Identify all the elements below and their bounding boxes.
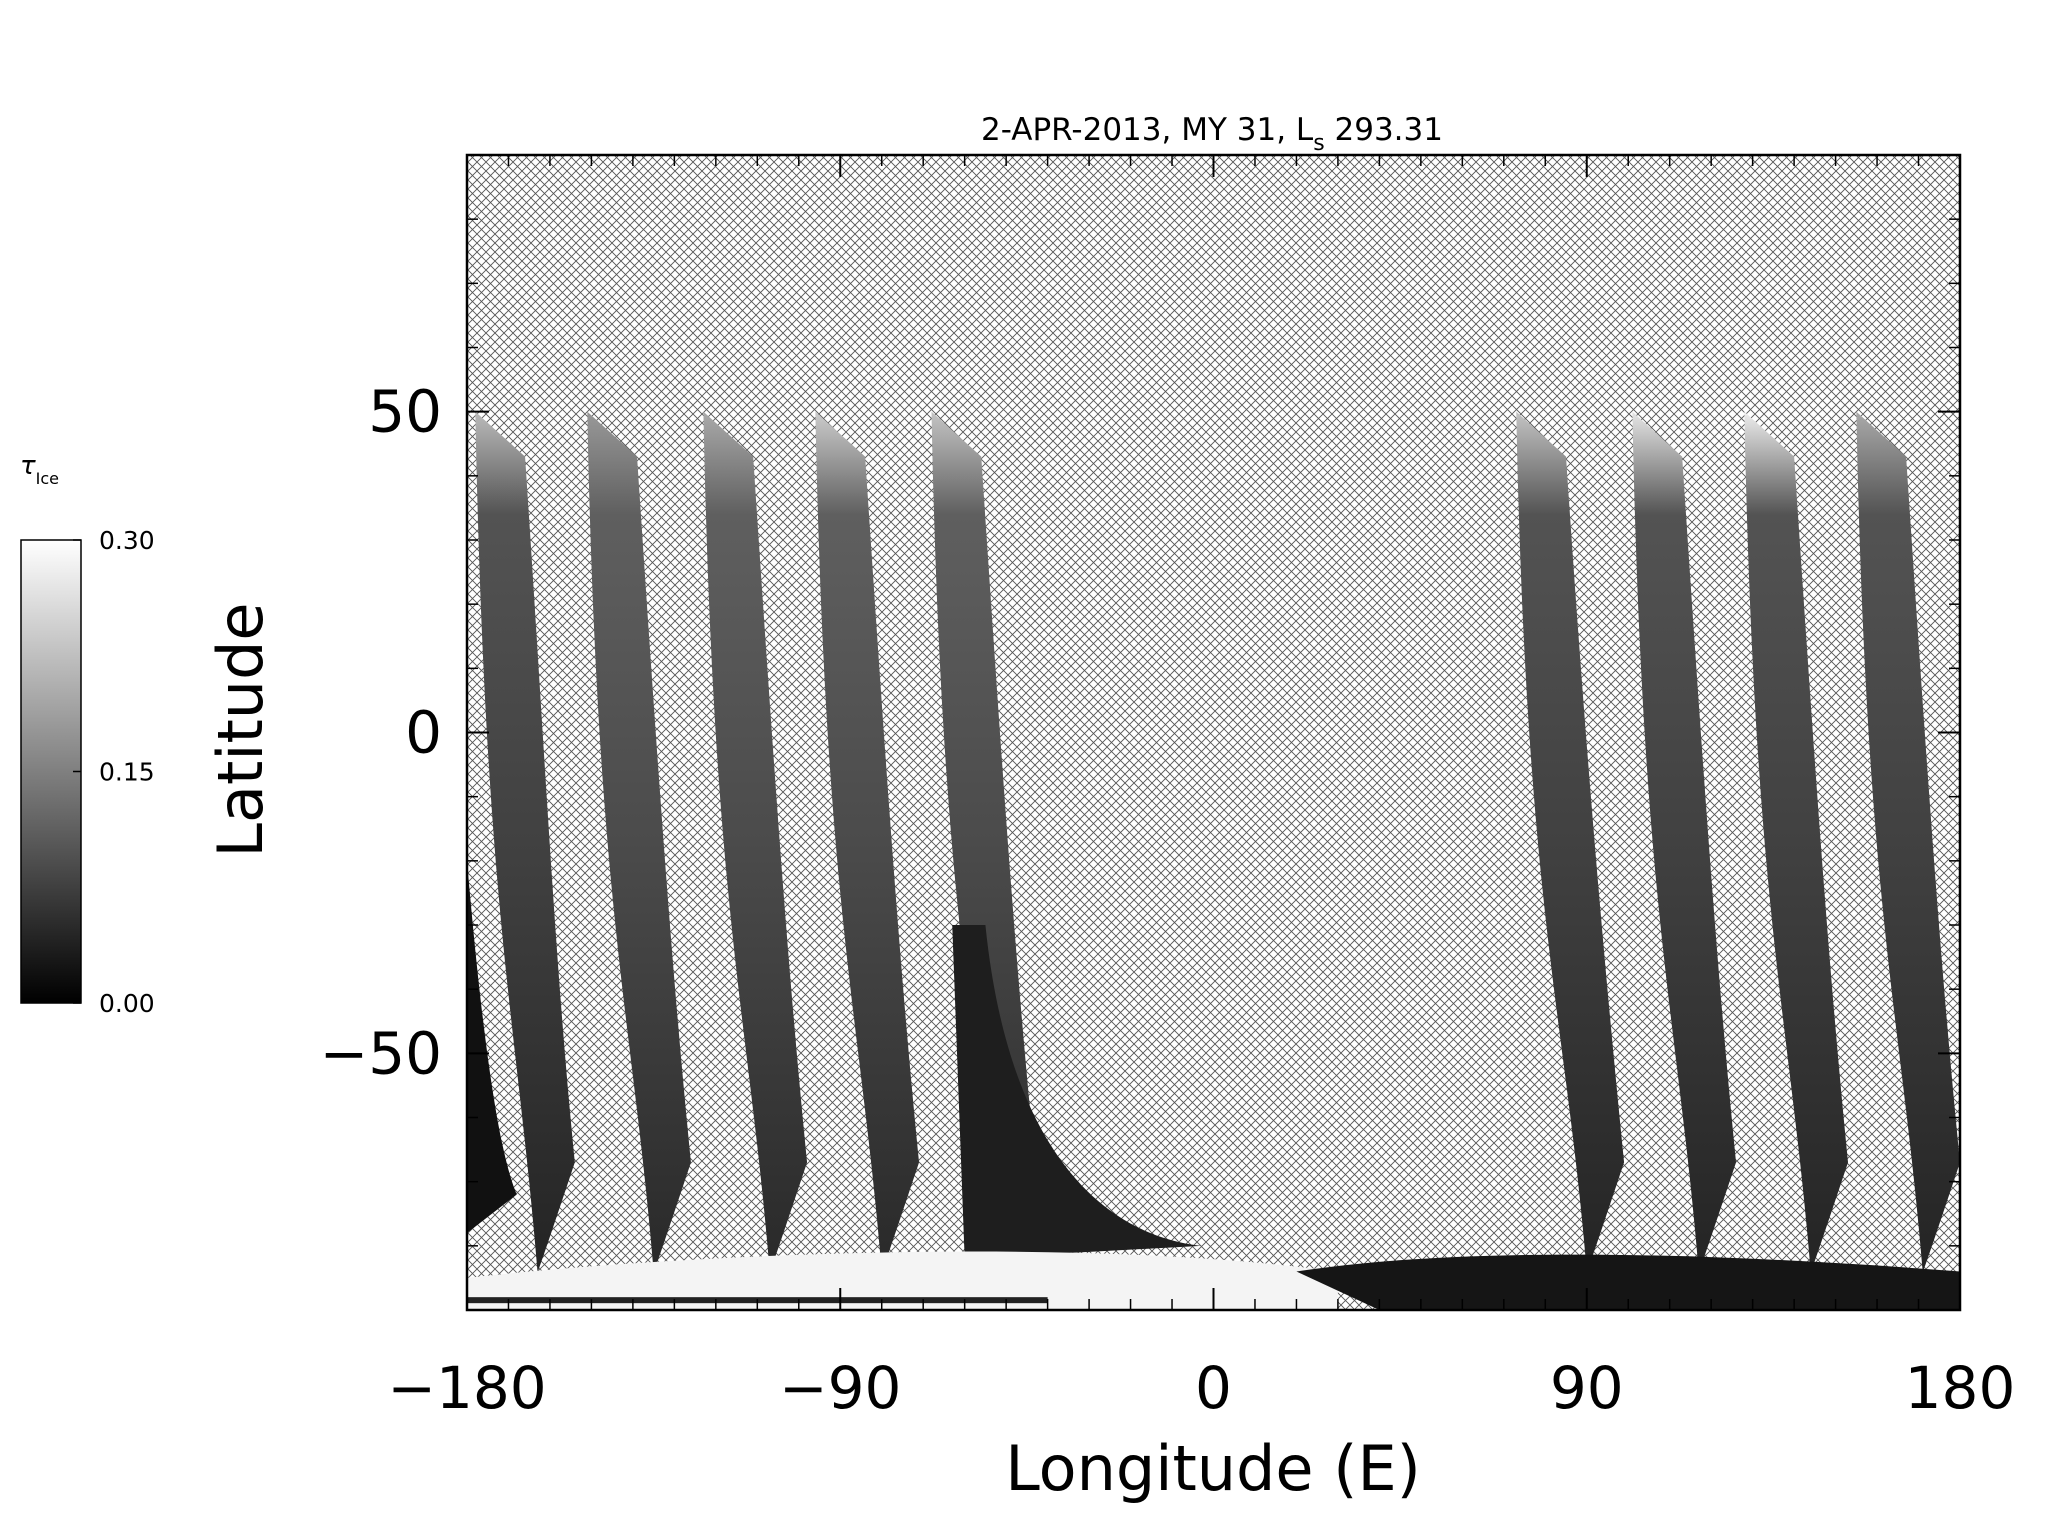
swath (587, 411, 691, 1273)
colorbar-label: τIce (20, 451, 59, 488)
x-tick-label: 90 (1550, 1354, 1624, 1422)
x-tick-label: −90 (779, 1354, 901, 1422)
y-tick-label: −50 (320, 1019, 442, 1087)
colorbar-tick-label: 0.00 (99, 989, 155, 1018)
colorbar-tick-label: 0.15 (99, 758, 155, 787)
polar-cap-bright (467, 1251, 1338, 1310)
chart-title: 2-APR-2013, MY 31, Ls 293.31 (981, 112, 1443, 156)
swath (475, 411, 575, 1273)
colorbar-ticks: 0.00 0.15 0.30 (73, 526, 155, 1018)
x-axis-label: Longitude (E) (1005, 1432, 1421, 1505)
minor-ticks (467, 155, 1960, 1310)
x-tick-label: 0 (1195, 1354, 1232, 1422)
x-tick-labels: −180 −90 0 90 180 (387, 1354, 2015, 1422)
y-axis-label: Latitude (204, 602, 277, 857)
colorbar-tick-label: 0.30 (99, 526, 155, 555)
polar-cap-dark (1296, 1254, 1960, 1310)
swath (815, 411, 920, 1273)
x-tick-label: −180 (387, 1354, 546, 1422)
swath (1516, 411, 1625, 1273)
x-tick-label: 180 (1905, 1354, 2016, 1422)
swath (703, 411, 808, 1273)
y-tick-labels: −50 0 50 (320, 378, 442, 1088)
swath (1632, 411, 1737, 1273)
no-data-crosshatch (467, 155, 1960, 1310)
colorbar (20, 539, 82, 1004)
swath (1856, 411, 1960, 1273)
swath-tail (952, 925, 1202, 1259)
swath-layer (467, 411, 1960, 1273)
y-tick-label: 0 (405, 699, 442, 767)
major-ticks (466, 155, 1961, 1310)
swath-partial (467, 860, 517, 1233)
y-tick-label: 50 (368, 378, 442, 446)
swath (1744, 411, 1849, 1273)
